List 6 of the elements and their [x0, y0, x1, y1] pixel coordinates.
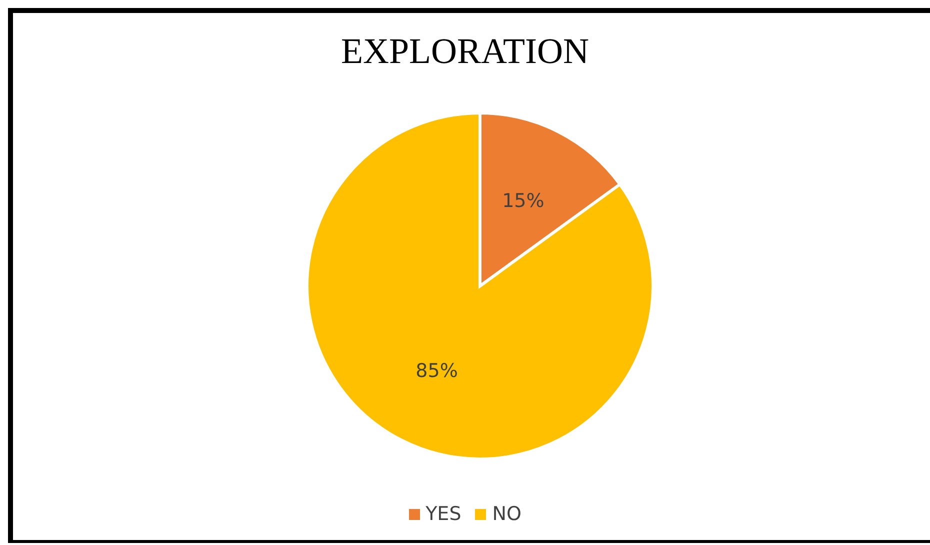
legend-label: NO	[491, 503, 522, 525]
chart-title: EXPLORATION	[340, 30, 590, 72]
pie-slice	[306, 112, 654, 460]
legend-label: YES	[424, 503, 462, 525]
data-label: 15%	[502, 190, 544, 212]
data-label: 85%	[416, 360, 458, 382]
